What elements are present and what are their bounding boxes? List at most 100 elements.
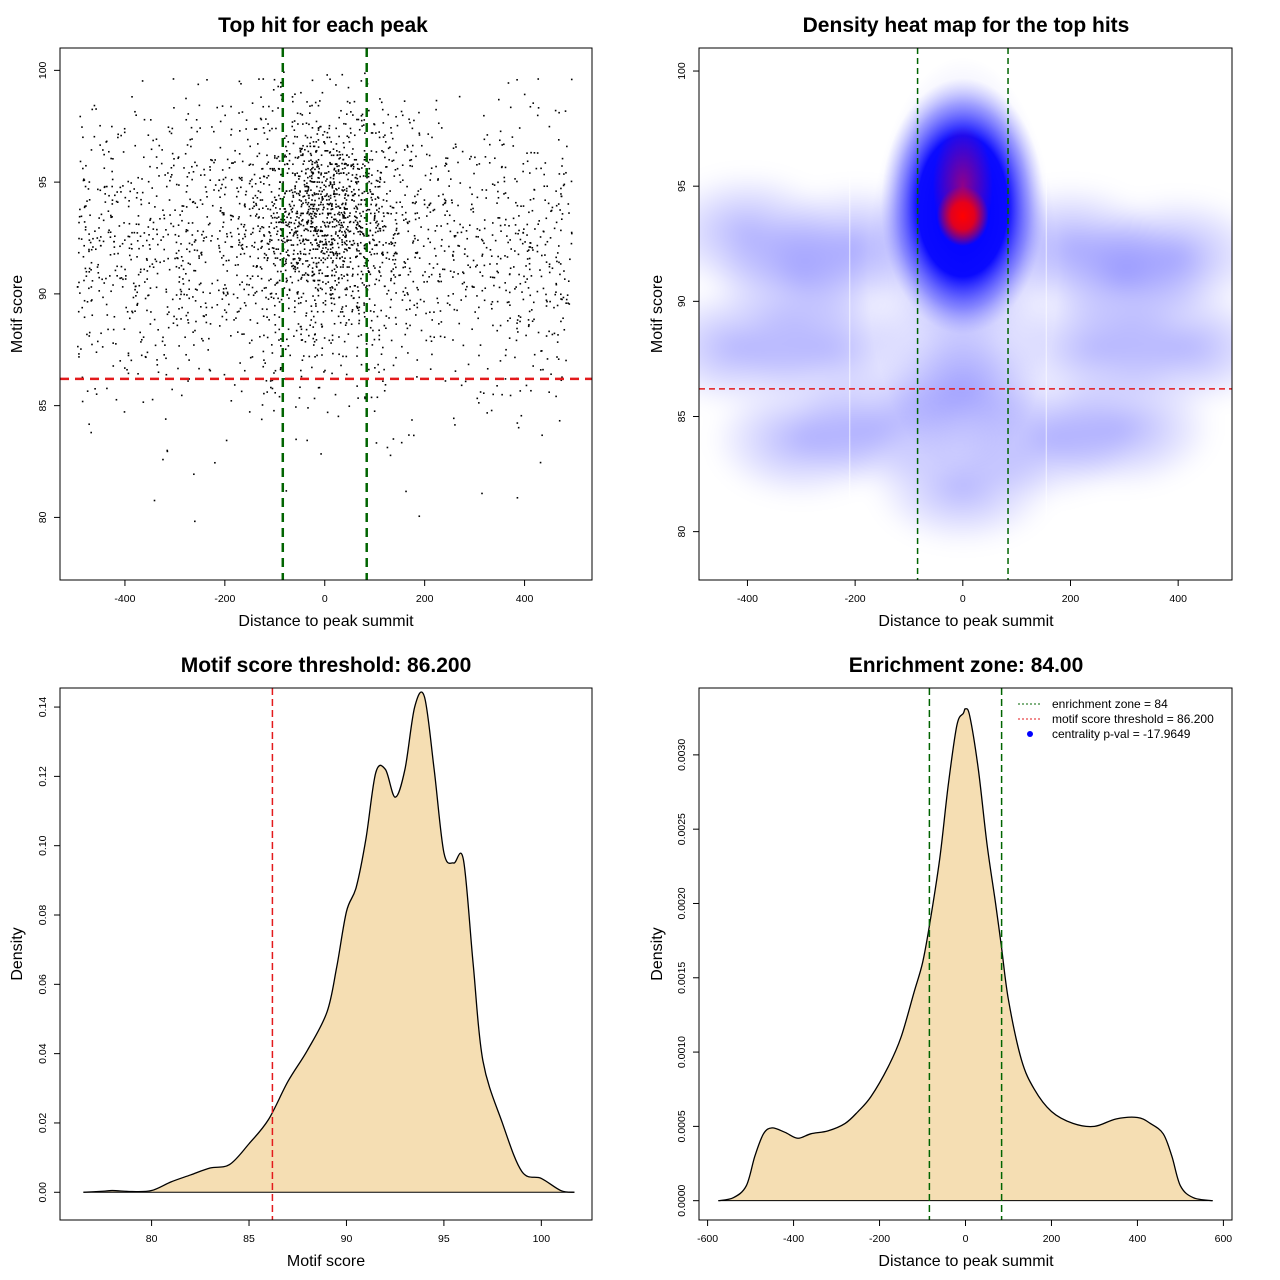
- scatter-point: [310, 217, 313, 220]
- scatter-point: [337, 205, 339, 208]
- scatter-point: [531, 320, 534, 323]
- scatter-point: [526, 234, 528, 236]
- scatter-point: [439, 275, 441, 278]
- scatter-point: [326, 221, 329, 224]
- scatter-point: [283, 137, 286, 139]
- scatter-point: [338, 277, 340, 279]
- scatter-point: [367, 192, 369, 195]
- scatter-point: [385, 327, 387, 330]
- scatter-point: [328, 339, 331, 342]
- scatter-point: [136, 256, 138, 258]
- scatter-point: [256, 196, 259, 199]
- scatter-point: [302, 202, 304, 205]
- scatter-point: [355, 173, 358, 176]
- scatter-point: [350, 132, 352, 134]
- scatter-point: [570, 231, 573, 234]
- scatter-point: [309, 212, 312, 215]
- scatter-point: [110, 157, 112, 160]
- scatter-point: [371, 193, 373, 195]
- scatter-point: [363, 302, 365, 304]
- scatter-point: [371, 344, 374, 346]
- scatter-point: [285, 135, 288, 137]
- scatter-point: [321, 91, 324, 94]
- scatter-point: [528, 268, 531, 271]
- scatter-point: [311, 104, 313, 107]
- scatter-point: [231, 214, 233, 217]
- scatter-point: [257, 257, 260, 260]
- y-tick-label: 0.04: [37, 1043, 49, 1064]
- scatter-point: [537, 78, 540, 80]
- scatter-point: [135, 114, 137, 117]
- scatter-point: [326, 234, 329, 236]
- scatter-point: [355, 216, 357, 219]
- scatter-point: [273, 155, 276, 157]
- scatter-point: [222, 254, 225, 257]
- scatter-point: [328, 222, 331, 225]
- scatter-point: [292, 194, 295, 197]
- scatter-point: [526, 250, 529, 252]
- scatter-point: [529, 246, 532, 248]
- scatter-point: [431, 353, 433, 356]
- scatter-point: [263, 252, 266, 255]
- scatter-point: [315, 266, 318, 268]
- scatter-point: [88, 239, 91, 241]
- scatter-point: [311, 194, 314, 196]
- scatter-point: [347, 136, 350, 139]
- scatter-point: [345, 173, 348, 176]
- legend-threshold-label: motif score threshold = 86.200: [1052, 712, 1214, 726]
- scatter-point: [307, 167, 309, 170]
- scatter-point: [314, 230, 317, 233]
- scatter-point: [304, 199, 307, 201]
- y-tick-label: 0.0030: [676, 739, 688, 771]
- scatter-point: [333, 190, 335, 192]
- scatter-point: [347, 229, 349, 232]
- scatter-point: [149, 119, 152, 121]
- scatter-point: [285, 150, 288, 152]
- scatter-point: [178, 184, 180, 186]
- scatter-point: [324, 238, 327, 241]
- scatter-point: [414, 252, 417, 254]
- scatter-point: [205, 314, 207, 316]
- scatter-point: [279, 345, 282, 347]
- scatter-point: [270, 222, 273, 224]
- scatter-point: [331, 251, 333, 253]
- scatter-point: [288, 167, 290, 170]
- scatter-point: [476, 264, 478, 267]
- scatter-point: [279, 368, 282, 371]
- scatter-point: [368, 208, 371, 211]
- scatter-point: [151, 187, 154, 189]
- scatter-point: [317, 146, 320, 148]
- scatter-point: [483, 114, 485, 117]
- scatter-point: [316, 164, 319, 166]
- scatter-point: [188, 288, 190, 290]
- scatter-point: [458, 245, 461, 247]
- scatter-point: [308, 112, 311, 114]
- scatter-point: [270, 239, 273, 242]
- scatter-point: [321, 354, 323, 356]
- scatter-point: [296, 216, 298, 218]
- scatter-point: [342, 217, 345, 219]
- scatter-point: [324, 226, 327, 228]
- scatter-point: [329, 194, 332, 197]
- scatter-point: [221, 169, 224, 171]
- scatter-point: [262, 217, 265, 219]
- scatter-point: [287, 345, 290, 347]
- scatter-point: [311, 199, 313, 201]
- scatter-point: [280, 338, 282, 340]
- scatter-point: [516, 78, 518, 81]
- scatter-point: [392, 268, 395, 270]
- scatter-point: [271, 127, 273, 130]
- scatter-point: [353, 207, 356, 210]
- scatter-point: [262, 350, 265, 353]
- scatter-point: [443, 336, 446, 339]
- scatter-point: [349, 102, 351, 104]
- scatter-point: [504, 255, 506, 257]
- scatter-point: [300, 278, 302, 280]
- scatter-point: [369, 310, 372, 312]
- scatter-point: [293, 204, 295, 207]
- scatter-point: [283, 237, 285, 240]
- y-tick-label: 0.02: [37, 1113, 49, 1134]
- scatter-point: [363, 265, 366, 267]
- scatter-point: [190, 126, 193, 129]
- scatter-point: [459, 223, 461, 226]
